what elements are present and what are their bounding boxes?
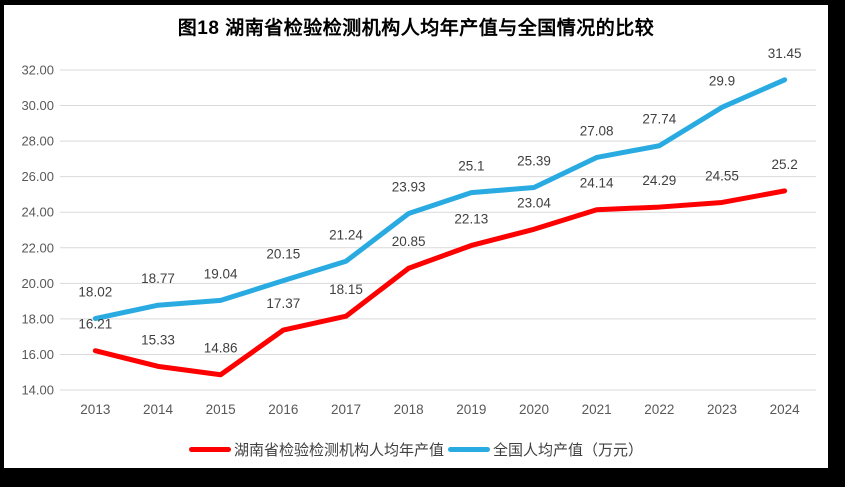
legend-item-national: 全国人均产值（万元） — [448, 439, 643, 460]
data-label: 18.77 — [141, 271, 175, 286]
data-label: 31.45 — [768, 46, 802, 61]
data-label: 18.02 — [78, 285, 112, 300]
data-label: 29.9 — [709, 73, 735, 88]
data-label: 25.1 — [458, 159, 484, 174]
data-label: 21.24 — [329, 227, 363, 242]
y-axis-tick-label: 28.00 — [21, 134, 54, 149]
legend-label-hunan: 湖南省检验检测机构人均年产值 — [233, 441, 444, 459]
data-label: 27.74 — [642, 112, 676, 127]
chart-title: 图18 湖南省检验检测机构人均年产值与全国情况的比较 — [177, 18, 655, 39]
data-label: 14.86 — [204, 341, 238, 356]
data-label: 19.04 — [204, 266, 238, 281]
x-axis-label: 2017 — [331, 402, 361, 417]
x-axis-label: 2022 — [644, 402, 674, 417]
x-axis-label: 2013 — [80, 402, 110, 417]
legend-label-national: 全国人均产值（万元） — [493, 441, 644, 459]
x-axis-label: 2018 — [394, 402, 424, 417]
y-axis-tick-label: 16.00 — [21, 347, 54, 362]
x-axis-label: 2021 — [582, 402, 612, 417]
x-axis-label: 2014 — [143, 402, 174, 417]
data-label: 25.2 — [772, 157, 798, 172]
y-axis-tick-label: 20.00 — [21, 276, 54, 291]
y-axis-tick-label: 24.00 — [21, 205, 54, 220]
data-label: 15.33 — [141, 332, 175, 347]
data-label: 25.39 — [517, 154, 551, 169]
chart-image[interactable]: 图18 湖南省检验检测机构人均年产值与全国情况的比较 14.00 16.00 18.… — [4, 5, 828, 468]
chart-legend: 湖南省检验检测机构人均年产值 全国人均产值（万元） — [4, 438, 828, 460]
y-axis-tick-label: 18.00 — [21, 311, 54, 326]
data-label: 24.29 — [642, 173, 676, 188]
x-axis-label: 2019 — [456, 402, 486, 417]
x-axis-label: 2023 — [707, 402, 737, 417]
legend-swatch-national-icon — [448, 446, 490, 452]
data-label: 20.15 — [266, 247, 300, 262]
line-chart: 14.00 16.00 18.00 20.00 22.00 24.00 26.00 28.00… — [21, 46, 816, 417]
data-label: 17.37 — [266, 296, 300, 311]
y-axis-tick-label: 22.00 — [21, 240, 54, 255]
y-axis-tick-label: 32.00 — [21, 63, 54, 78]
y-axis-tick-label: 30.00 — [21, 98, 54, 113]
data-label: 22.13 — [454, 211, 488, 226]
x-axis-label: 2024 — [770, 402, 801, 417]
x-axis-label: 2015 — [206, 402, 236, 417]
legend-item-hunan: 湖南省检验检测机构人均年产值 — [188, 439, 444, 460]
data-label: 24.55 — [705, 168, 739, 183]
legend-swatch-hunan-icon — [188, 446, 231, 452]
x-axis-label: 2016 — [268, 402, 298, 417]
data-label: 16.21 — [78, 317, 112, 332]
data-label: 27.08 — [580, 123, 614, 138]
data-label: 24.14 — [580, 176, 614, 191]
series-line-national — [92, 77, 788, 322]
data-label: 20.85 — [392, 234, 426, 249]
data-label: 23.93 — [392, 179, 426, 194]
y-axis-tick-label: 14.00 — [21, 383, 54, 398]
data-label: 23.04 — [517, 195, 551, 210]
series-line-hunan — [92, 188, 788, 378]
data-label: 18.15 — [329, 282, 363, 297]
x-axis-label: 2020 — [519, 402, 549, 417]
y-axis-tick-label: 26.00 — [21, 169, 54, 184]
